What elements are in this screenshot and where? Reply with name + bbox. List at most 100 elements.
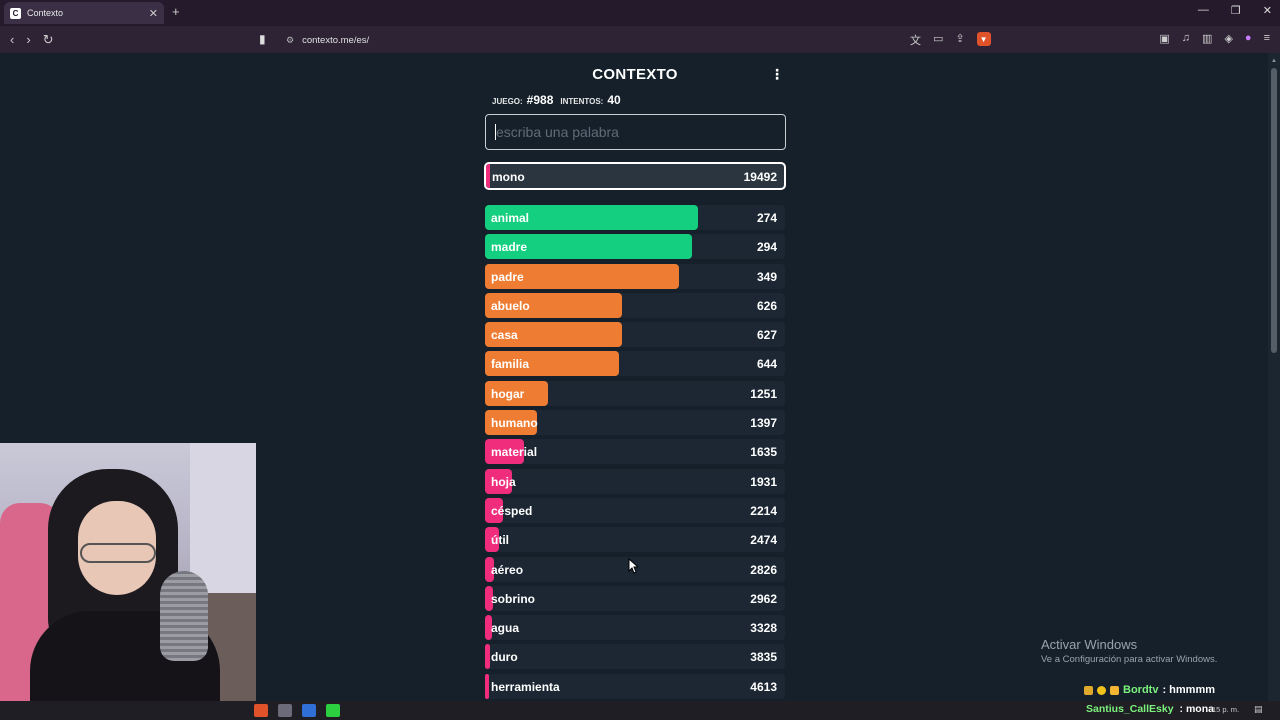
guess-rank: 1397 [750,416,777,431]
last-guess-row: mono 19492 [484,162,786,190]
game-number-label: JUEGO: [492,97,523,106]
guess-word: aéreo [491,562,524,577]
guess-distance-bar [485,497,503,523]
chat-text: : hmmmm [1162,684,1216,696]
webcam-overlay [0,443,256,701]
guess-rank: 274 [756,211,777,225]
chat-message: Santius_CallEsky : mona [1086,703,1214,715]
scroll-thumb[interactable] [1271,68,1277,353]
chat-username: Santius_CallEsky [1086,703,1174,715]
guess-row: sobrino 2962 [485,585,785,611]
guess-word: madre [491,240,528,255]
text-caret [495,124,496,140]
chat-badge-icon [1084,685,1093,695]
taskbar-apps [254,704,340,717]
new-tab-button[interactable]: + [172,4,180,19]
guess-distance-bar [485,556,494,582]
guess-word: humano [491,416,538,431]
tab-close-icon[interactable]: ✕ [148,7,158,20]
leo-ai-icon[interactable]: ● [1244,32,1252,44]
guess-rank: 627 [756,328,777,343]
guess-rank: 2214 [750,503,777,518]
guess-distance-bar [485,380,548,406]
menu-icon[interactable]: ≡ [1263,32,1270,44]
guess-rank: 2962 [750,591,777,606]
guess-row: útil 2474 [485,527,785,553]
chat-badge-icon [1110,685,1119,695]
address-bar[interactable]: ⚙ contexto.me/es/ [280,30,1000,50]
address-bar-actions: 文 ▭ ⇪ ▼ [910,32,991,48]
last-guess-word: mono [492,170,525,184]
cast-icon[interactable]: ▭ [933,33,944,45]
guess-rank: 2474 [750,533,777,548]
translate-icon[interactable]: 文 [910,35,921,47]
guess-distance-bar [485,439,524,465]
close-window-icon[interactable]: ✕ [1262,5,1272,17]
guess-row: casa 627 [485,322,785,348]
attempts-count: 40 [607,93,621,107]
reload-icon[interactable]: ↻ [42,32,54,47]
guess-rank: 626 [756,298,777,313]
guess-rank: 294 [756,240,777,255]
forward-icon[interactable]: › [26,32,31,47]
wallet-icon[interactable]: ▣ [1159,33,1170,45]
guess-distance-bar [485,351,620,377]
guess-rank: 1931 [750,474,777,489]
guess-distance-bar [485,527,499,553]
last-guess-rank: 19492 [743,170,777,184]
vpn-icon[interactable]: ◈ [1224,33,1233,45]
guess-distance-bar [485,615,492,641]
app-taskbar-icon[interactable] [302,704,316,717]
guess-row: agua 3328 [485,615,785,641]
restore-icon[interactable]: ❐ [1230,5,1241,17]
taskbar-clock: 15 p. m. [1212,705,1240,714]
guess-word: útil [491,533,509,548]
attempts-label: INTENTOS: [560,97,604,106]
tab-title: Contexto [27,8,64,18]
guess-row: hoja 1931 [485,468,785,494]
nav-buttons: ‹ › ↻ [10,32,54,48]
minimize-icon[interactable]: — [1197,4,1209,16]
media-icon[interactable]: ♫ [1181,32,1191,44]
microphone-icon [160,571,208,661]
url-text[interactable]: contexto.me/es/ [302,34,370,46]
guess-rank: 3835 [750,650,777,665]
scroll-up-icon[interactable]: ▲ [1271,58,1277,64]
window-controls: — ❐ ✕ [1198,4,1272,17]
guess-row: herramienta 4613 [485,673,785,699]
guess-word: hoja [491,474,516,489]
back-icon[interactable]: ‹ [10,32,15,47]
guess-rank: 644 [756,357,777,372]
guess-distance-bar [485,410,537,436]
sidebar-icon[interactable]: ▥ [1202,33,1213,45]
guess-row: madre 294 [485,234,785,260]
guess-row: abuelo 626 [485,292,785,318]
word-input[interactable] [485,114,786,150]
game-info: JUEGO: #988 INTENTOS: 40 [492,93,628,107]
guess-rank: 2826 [750,562,777,577]
guess-distance-bar [485,673,490,699]
guess-word: animal [491,211,530,225]
notifications-icon[interactable]: ▤ [1254,704,1263,714]
app-taskbar-icon[interactable] [278,704,292,717]
brave-taskbar-icon[interactable] [254,704,268,717]
brave-shields-icon[interactable]: ▼ [976,32,991,46]
site-info-icon[interactable]: ⚙ [286,34,295,45]
guess-word: sobrino [491,591,535,606]
guess-word: duro [491,650,518,665]
guess-word: abuelo [491,298,530,313]
guess-row: padre 349 [485,263,785,289]
guess-distance-bar [485,322,623,348]
share-icon[interactable]: ⇪ [955,33,965,45]
windows-activation-watermark: Activar Windows Ve a Configuración para … [1041,637,1217,665]
app-taskbar-icon[interactable] [326,704,340,717]
guess-rank: 3328 [750,621,777,636]
chat-text: : mona [1179,703,1214,715]
bookmark-icon[interactable]: ▮ [259,32,266,46]
guess-word: casa [491,328,518,343]
tab-bar: C Contexto ✕ + — ❐ ✕ [0,0,1280,26]
guess-distance-bar [485,468,512,494]
more-options-icon[interactable]: ⋮ [770,66,784,82]
guess-word: padre [491,269,524,284]
tab-contexto[interactable]: C Contexto ✕ [4,2,164,24]
